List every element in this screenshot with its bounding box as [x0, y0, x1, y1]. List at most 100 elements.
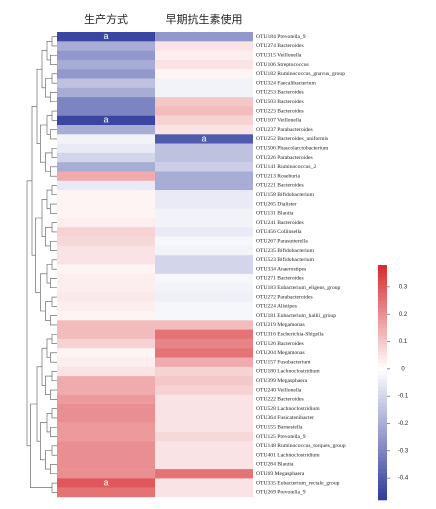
heat-cell [57, 208, 155, 219]
column-header: 生产方式 [84, 12, 128, 26]
dendrogram-branch [45, 152, 52, 172]
heat-cell [57, 292, 155, 302]
colorbar-step [378, 366, 387, 372]
row-label: OTU456 Collinsella [256, 229, 302, 235]
dendrogram-branch [41, 199, 47, 237]
dendrogram-branch [51, 73, 57, 84]
heat-cell [57, 227, 155, 237]
dendrogram-branch [50, 129, 57, 140]
dendrogram-branch [51, 147, 57, 158]
heat-cell [155, 69, 253, 79]
heat-cell [57, 404, 155, 414]
heat-cell [57, 125, 155, 135]
heat-cell [57, 190, 155, 200]
heat-cell [57, 236, 155, 247]
dendrogram [26, 36, 57, 493]
dendrogram-branch [50, 352, 57, 363]
colorbar-step [378, 390, 387, 395]
colorbar-step [378, 304, 387, 309]
heat-cell [57, 459, 155, 470]
row-label: OTU106 Streptococcus [256, 62, 309, 68]
heat-cell [57, 469, 155, 479]
colorbar-step [378, 413, 387, 419]
colorbar-step [378, 339, 387, 344]
heat-cell [57, 273, 155, 284]
colorbar-step [378, 437, 387, 442]
colorbar-step [378, 464, 387, 469]
dendrogram-branch [31, 106, 37, 256]
heat-cell [57, 320, 155, 330]
row-label: OTU252 Bacteroides_uniformis [256, 135, 328, 142]
colorbar-step [378, 476, 387, 481]
cell-annotation: a [103, 477, 108, 487]
colorbar-tick-label: -0.2 [398, 421, 409, 427]
heat-cell [155, 487, 253, 498]
heat-cell [155, 227, 253, 237]
heat-cell [57, 422, 155, 433]
heat-cell [155, 413, 253, 423]
colorbar-step [378, 449, 387, 454]
heat-cell [57, 264, 155, 274]
dendrogram-branch [40, 124, 47, 163]
dendrogram-branch [51, 259, 57, 270]
colorbar-step [378, 284, 387, 289]
colorbar-step [378, 382, 387, 387]
heat-cell [155, 404, 253, 414]
heat-cell [155, 329, 253, 340]
heat-cell [57, 348, 155, 358]
row-label: OTU69 Megasphaera [256, 471, 305, 477]
heat-cell [155, 422, 253, 433]
row-label: OTU125 Prevotella_9 [256, 434, 306, 440]
row-label: OTU148 Ruminococcus_torques_group [256, 443, 346, 449]
heat-cell [155, 478, 253, 488]
row-label: OTU324 Faecalibacterium [256, 80, 316, 86]
dendrogram-branch [41, 347, 47, 386]
colorbar-step [378, 268, 387, 274]
row-label: OTU267 Parasutterella [256, 239, 308, 245]
heat-cell [57, 97, 155, 107]
heat-cell [155, 41, 253, 51]
dendrogram-branch [51, 36, 57, 47]
heat-cell [155, 115, 253, 126]
heat-cell [155, 199, 253, 209]
dendrogram-branch [51, 222, 57, 233]
heat-cell [57, 376, 155, 386]
dendrogram-branch [51, 110, 57, 121]
dendrogram-branch [41, 50, 47, 89]
colorbar-step [378, 406, 387, 411]
dendrogram-branch [50, 166, 57, 177]
heat-cell [155, 348, 253, 358]
heat-cell [155, 208, 253, 219]
colorbar-tick-label: -0.4 [398, 476, 409, 482]
row-label: OTU237 Parabacteroides [256, 127, 313, 133]
row-label: OTU269 Prevotella_9 [256, 490, 306, 496]
heat-cell [57, 338, 155, 349]
colorbar-step [378, 335, 387, 340]
heat-cell [155, 283, 253, 293]
heat-cell [155, 376, 253, 386]
row-label: OTU223 Bacteroides [256, 108, 304, 114]
colorbar-step [378, 296, 387, 301]
heat-cell [57, 441, 155, 451]
heat-cell [155, 255, 253, 265]
colorbar-step [378, 280, 387, 285]
row-label: OTU204 Megamonas [256, 350, 305, 356]
heat-cell [57, 478, 155, 488]
colorbar-step [378, 460, 387, 466]
heat-cell [155, 190, 253, 200]
colorbar-step [378, 441, 387, 446]
row-label: OTU272 Parabacteroides [256, 294, 313, 300]
dendrogram-branch [36, 366, 42, 442]
row-label: OTU226 Parabacteroides [256, 155, 313, 161]
row-label: OTU221 Bacteroides [256, 183, 304, 189]
row-label: OTU315 Veillonella [256, 53, 302, 59]
colorbar-step [378, 409, 387, 415]
colorbar-step [378, 484, 387, 489]
colorbar-step [378, 276, 387, 281]
heat-cell [57, 171, 155, 181]
colorbar-step [378, 292, 387, 297]
heat-cell [57, 394, 155, 405]
dendrogram-branch [50, 203, 57, 214]
heat-cell [155, 469, 253, 479]
row-label: OTU222 Bacteroides [256, 397, 304, 403]
